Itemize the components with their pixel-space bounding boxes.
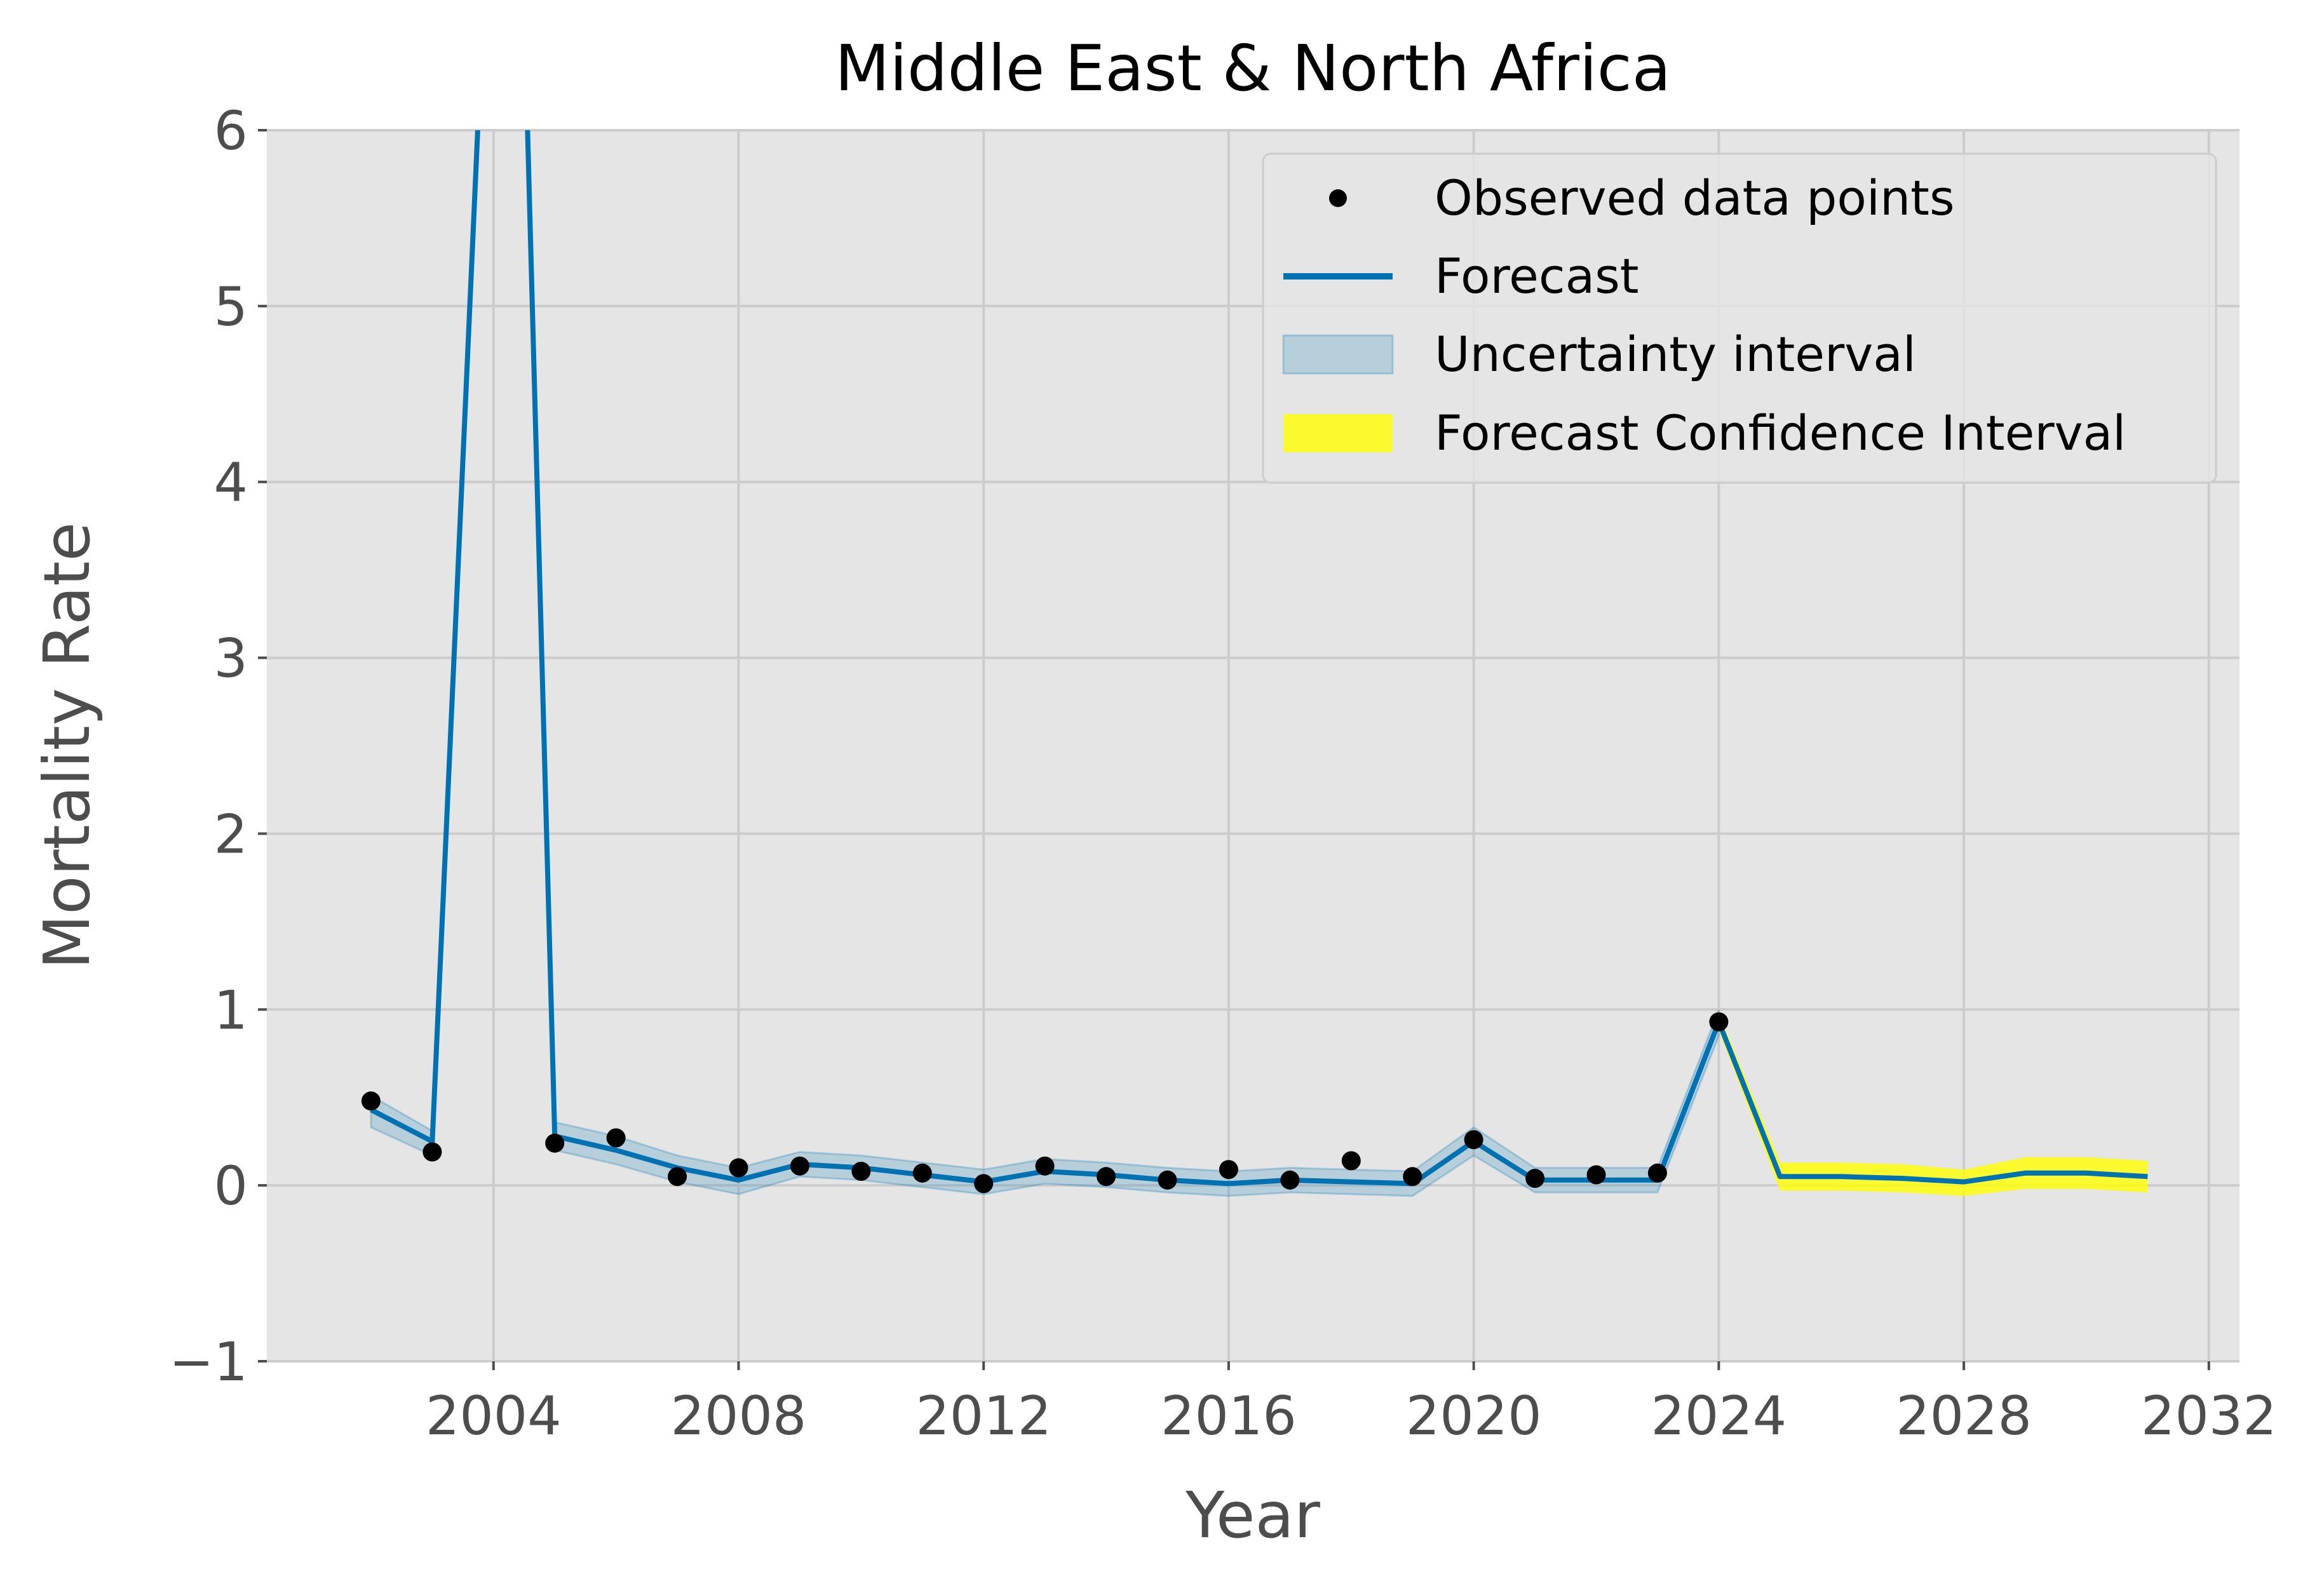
forecast-future-line [1716, 1021, 2148, 1185]
chart-title: Middle East & North Africa [835, 31, 1671, 105]
observed-point [1403, 1167, 1422, 1187]
legend-patch-forecast-ci [1283, 414, 1393, 452]
observed-point [1464, 1130, 1483, 1150]
legend-label-observed: Observed data points [1435, 170, 1955, 226]
observed-point [1525, 1169, 1545, 1188]
observed-point [1647, 1163, 1667, 1183]
legend-marker-observed [1329, 189, 1347, 207]
observed-point [606, 1128, 626, 1148]
x-tick-label: 2016 [1161, 1385, 1297, 1447]
legend: Observed data points Forecast Uncertaint… [1262, 152, 2217, 484]
forecast-confidence-band [1719, 1013, 2148, 1196]
legend-label-forecast: Forecast [1435, 248, 1639, 304]
observed-point [361, 1091, 381, 1111]
x-tick-label: 2004 [426, 1385, 562, 1447]
observed-point [729, 1158, 748, 1178]
observed-point [1586, 1165, 1606, 1185]
observed-point [1158, 1170, 1177, 1190]
y-tick-label: 3 [214, 628, 248, 690]
y-tick-label: 4 [214, 452, 248, 514]
y-tick-label: 0 [214, 1155, 248, 1217]
observed-point [545, 1133, 565, 1153]
observed-point [1280, 1170, 1300, 1190]
legend-label-uncertainty: Uncertainty interval [1435, 326, 1916, 382]
y-axis-label: Mortality Rate [30, 522, 104, 969]
observed-point [1097, 1167, 1116, 1187]
x-axis-label: Year [1185, 1478, 1321, 1552]
y-tick-label: 6 [214, 100, 248, 162]
forecast-fit-line [370, 130, 1722, 1187]
observed-point [422, 1142, 442, 1162]
observed-point [790, 1156, 809, 1176]
x-tick-label: 2028 [1896, 1385, 2032, 1447]
x-tick-label: 2024 [1651, 1385, 1787, 1447]
forecast-lines [370, 130, 2148, 1187]
x-tick-label: 2032 [2141, 1385, 2277, 1447]
legend-frame [1262, 152, 2217, 484]
axis-ticks: 2004 2008 2012 2016 2020 2024 2028 2032 −1 0 1 2 3 4 5… [169, 100, 2277, 1447]
interval-bands [370, 130, 2148, 1197]
observed-points [361, 1012, 1729, 1194]
legend-label-forecast-ci: Forecast Confidence Interval [1435, 405, 2126, 461]
y-tick-label: −1 [169, 1331, 248, 1393]
x-tick-label: 2020 [1406, 1385, 1542, 1447]
observed-point [974, 1174, 994, 1194]
observed-point [668, 1167, 687, 1187]
uncertainty-band [370, 130, 1720, 1197]
observed-point [1709, 1012, 1729, 1032]
legend-patch-uncertainty [1282, 334, 1394, 375]
x-tick-label: 2008 [671, 1385, 807, 1447]
observed-point [1219, 1160, 1238, 1180]
observed-point [1341, 1151, 1361, 1171]
y-tick-label: 1 [214, 979, 248, 1041]
x-tick-label: 2012 [915, 1385, 1051, 1447]
y-tick-label: 2 [214, 803, 248, 865]
observed-point [912, 1163, 932, 1183]
observed-point [1035, 1156, 1055, 1176]
observed-point [851, 1162, 871, 1181]
y-tick-label: 5 [214, 276, 248, 338]
